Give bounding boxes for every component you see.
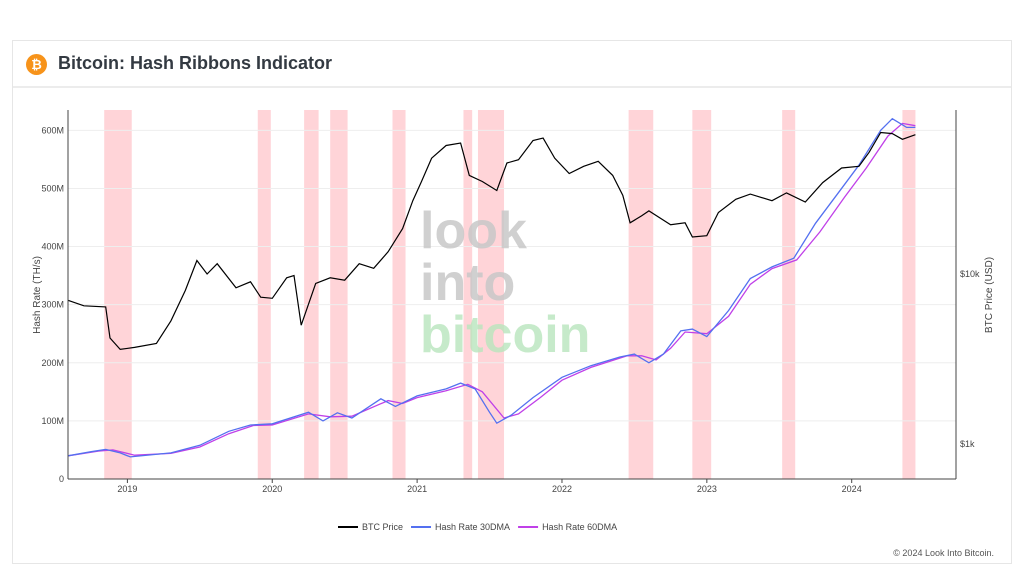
x-tick-label: 2020 [262, 484, 282, 494]
watermark: look into bitcoin [420, 202, 590, 364]
axes: 0 100M 200M 300M 400M 500M 600M $1k $10k 2019 2020… [41, 110, 980, 494]
y-tick-label: 200M [41, 358, 64, 368]
legend-label: Hash Rate 60DMA [542, 522, 617, 532]
capitulation-band [257, 110, 271, 479]
x-tick-label: 2024 [842, 484, 862, 494]
capitulation-band [330, 110, 348, 479]
x-tick-label: 2023 [697, 484, 717, 494]
y-tick-label: 400M [41, 242, 64, 252]
y-tick-label: 300M [41, 300, 64, 310]
y-tick-label: 500M [41, 183, 64, 193]
watermark-into: into [420, 254, 515, 312]
page-title: Bitcoin: Hash Ribbons Indicator [58, 53, 333, 73]
series-line-hash-rate-60dma [67, 122, 916, 457]
legend-label: Hash Rate 30DMA [435, 522, 510, 532]
y2-tick-label: $10k [960, 269, 980, 279]
series-line-hash-rate-30dma [67, 117, 916, 458]
legend-label: BTC Price [362, 522, 403, 532]
chart-header: ₿ Bitcoin: Hash Ribbons Indicator [13, 41, 1011, 88]
x-tick-label: 2019 [117, 484, 137, 494]
y-axis-label: Hash Rate (TH/s) [32, 256, 43, 334]
copyright: © 2024 Look Into Bitcoin. [893, 548, 994, 558]
chart-card: ₿ Bitcoin: Hash Ribbons Indicator [12, 40, 1012, 564]
watermark-look: look [420, 202, 527, 260]
capitulation-band [463, 110, 473, 479]
capitulation-band [477, 110, 505, 479]
capitulation-band [692, 110, 712, 479]
y-tick-label: 600M [41, 125, 64, 135]
y2-axis-label: BTC Price (USD) [984, 257, 995, 333]
capitulation-band [104, 110, 132, 479]
y-tick-label: 0 [59, 474, 64, 484]
x-tick-label: 2022 [552, 484, 572, 494]
legend: BTC Price Hash Rate 30DMA Hash Rate 60DMA [338, 522, 617, 532]
capitulation-band [782, 110, 796, 479]
y-tick-label: 100M [41, 416, 64, 426]
series-line-btc-price [67, 131, 916, 351]
x-tick-label: 2021 [407, 484, 427, 494]
watermark-bitcoin: bitcoin [420, 306, 590, 364]
capitulation-band [628, 110, 654, 479]
y2-tick-label: $1k [960, 439, 975, 449]
bitcoin-icon: ₿ [26, 54, 47, 75]
series-lines [67, 117, 916, 458]
capitulation-band [392, 110, 406, 479]
capitulation-band [902, 110, 916, 479]
